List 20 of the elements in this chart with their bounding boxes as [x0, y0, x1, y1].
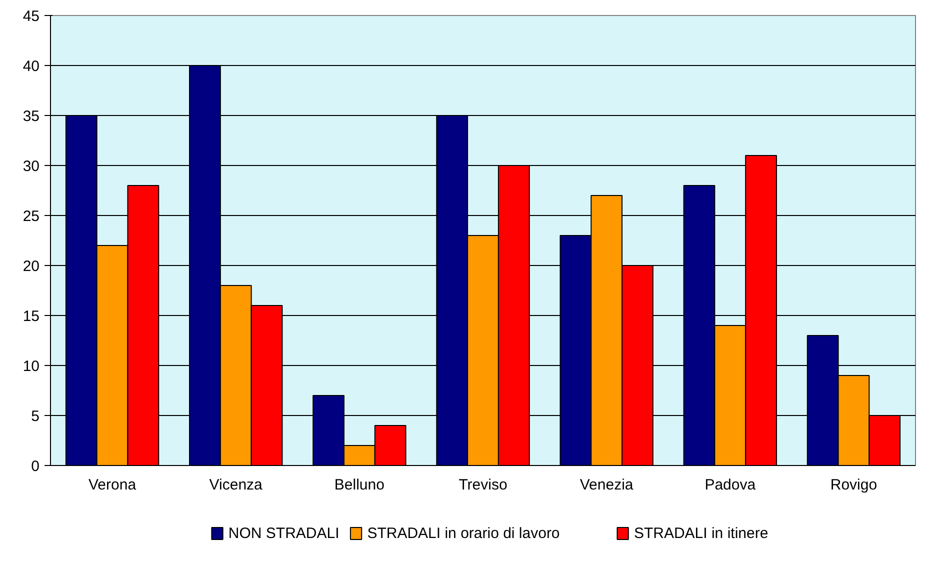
x-tick-label: Padova	[704, 476, 756, 494]
x-tick-label: Treviso	[458, 476, 508, 494]
y-tick-label: 40	[22, 58, 40, 75]
y-tick-label: 5	[31, 408, 40, 425]
x-tick-label: Belluno	[334, 476, 384, 494]
x-tick-label: Venezia	[580, 476, 634, 494]
legend-label: STRADALI in itinere	[634, 525, 768, 542]
y-tick-label: 20	[22, 258, 40, 275]
y-tick-label: 25	[22, 208, 40, 225]
legend-label: NON STRADALI	[228, 525, 340, 542]
y-tick-label: 15	[22, 308, 40, 325]
y-tick-label: 0	[31, 458, 40, 475]
x-tick-label: Verona	[88, 476, 137, 494]
y-tick-label: 10	[22, 358, 40, 375]
x-tick-label: Vicenza	[209, 476, 264, 494]
y-tick-label: 30	[22, 158, 40, 175]
legend-label: STRADALI in orario di lavoro	[367, 525, 560, 542]
y-tick-label: 35	[22, 108, 40, 125]
x-tick-label: Rovigo	[830, 476, 878, 494]
y-tick-label: 45	[22, 8, 40, 25]
